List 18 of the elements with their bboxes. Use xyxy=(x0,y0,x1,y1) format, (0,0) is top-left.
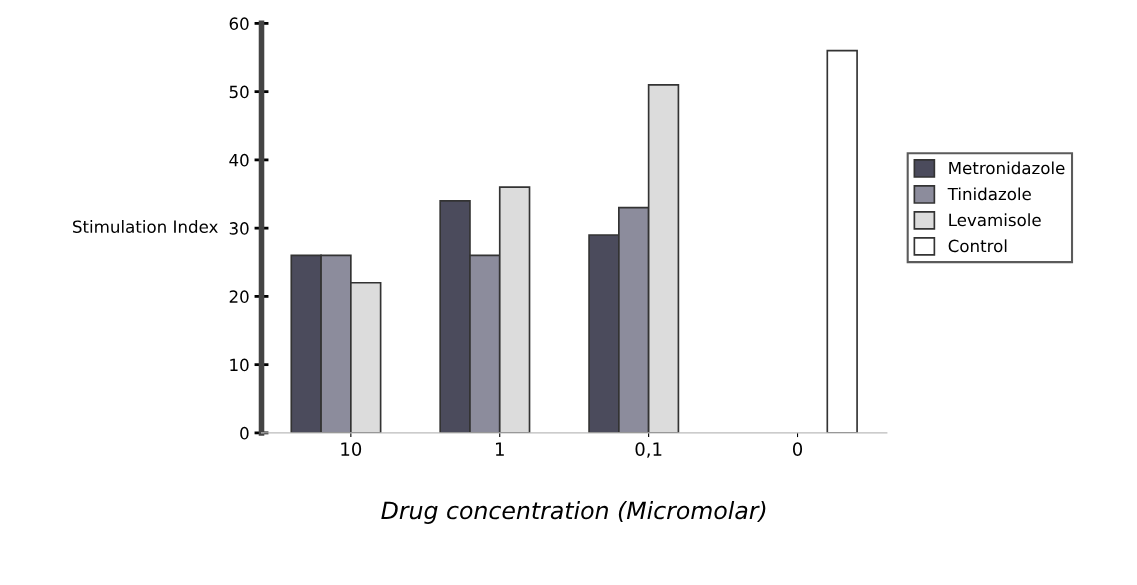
legend-label: Levamisole xyxy=(949,213,1041,227)
y-tick-label: 30 xyxy=(229,222,249,235)
x-tick-label: 0 xyxy=(792,442,803,456)
y-tick-label: 0 xyxy=(240,426,249,440)
legend-label: Tinidazole xyxy=(947,187,1031,201)
x-axis-title: Drug concentration (Micromolar) xyxy=(381,501,766,524)
legend-label: Metronidazole xyxy=(949,161,1065,175)
y-tick-label: 60 xyxy=(229,17,249,30)
y-axis-title: Stimulation Index xyxy=(73,220,218,233)
x-tick-label: 10 xyxy=(341,442,362,456)
y-tick-label: 10 xyxy=(230,358,249,372)
y-tick-label: 20 xyxy=(229,290,249,303)
x-tick-label: 0,1 xyxy=(635,442,662,458)
y-tick-label: 40 xyxy=(229,153,249,167)
bar xyxy=(826,49,858,433)
legend-label: Control xyxy=(948,239,1007,253)
x-tick-label: 1 xyxy=(495,442,504,456)
y-tick-label: 50 xyxy=(229,85,249,99)
